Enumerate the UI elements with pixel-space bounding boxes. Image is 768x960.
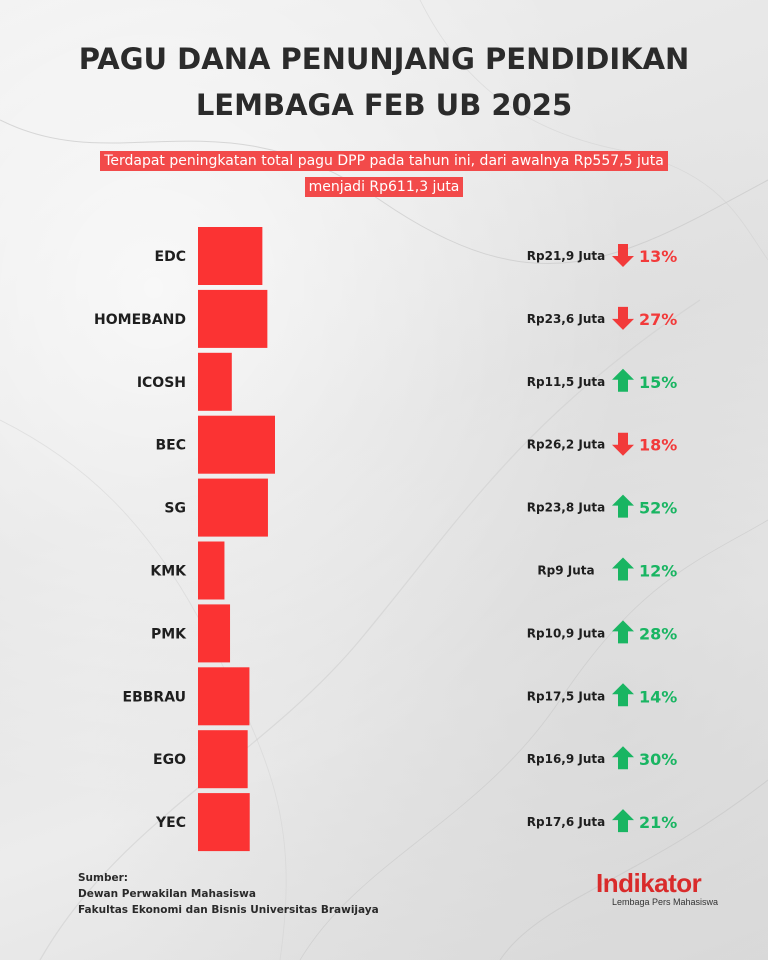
bar [198, 478, 268, 537]
value-label: Rp17,6 Juta [527, 815, 605, 829]
value-label: Rp9 Juta [537, 564, 594, 578]
category-label: KMK [150, 564, 187, 580]
arrow-up-icon [612, 494, 634, 518]
change-label: 52% [639, 499, 677, 518]
category-label: SG [164, 501, 186, 517]
change-label: 27% [639, 310, 677, 329]
change-label: 13% [639, 247, 677, 266]
bar [198, 730, 248, 789]
category-label: HOMEBAND [94, 312, 186, 328]
category-label: EDC [155, 249, 186, 265]
category-label: YEC [155, 815, 186, 831]
value-label: Rp26,2 Juta [527, 438, 605, 452]
category-label: BEC [155, 438, 186, 454]
category-label: EBBRAU [123, 689, 186, 705]
arrow-up-icon [612, 746, 634, 770]
arrow-up-icon [612, 620, 634, 644]
value-label: Rp16,9 Juta [527, 752, 605, 766]
bar [198, 604, 231, 663]
title-line-1: PAGU DANA PENUNJANG PENDIDIKAN [78, 42, 690, 76]
category-label: PMK [151, 626, 187, 642]
source-line-1: Dewan Perwakilan Mahasiswa [78, 888, 256, 900]
source-heading: Sumber: [78, 872, 128, 884]
bar [198, 352, 232, 411]
subtitle-block: Terdapat peningkatan total pagu DPP pada… [0, 148, 768, 200]
indikator-logo: Indikator Lembaga Pers Mahasiswa [596, 870, 726, 908]
arrow-up-icon [612, 683, 634, 707]
logo-tagline: Lembaga Pers Mahasiswa [612, 897, 719, 907]
value-label: Rp23,6 Juta [527, 312, 605, 326]
category-label: ICOSH [137, 375, 186, 391]
bar [198, 667, 250, 726]
bar [198, 541, 225, 600]
bar [198, 415, 275, 474]
arrow-up-icon [612, 809, 634, 833]
title-line-2: LEMBAGA FEB UB 2025 [195, 88, 573, 122]
bar [198, 289, 268, 348]
arrow-up-icon [612, 557, 634, 581]
change-label: 21% [639, 813, 677, 832]
arrow-down-icon [612, 306, 634, 330]
arrow-up-icon [612, 368, 634, 392]
bar [198, 793, 250, 852]
change-label: 18% [639, 436, 677, 455]
chart-title: PAGU DANA PENUNJANG PENDIDIKAN LEMBAGA F… [0, 36, 768, 128]
value-label: Rp21,9 Juta [527, 249, 605, 263]
arrow-down-icon [612, 432, 634, 456]
bar [198, 227, 263, 285]
change-label: 14% [639, 687, 677, 706]
arrow-down-icon [612, 244, 634, 267]
change-label: 12% [639, 562, 677, 581]
category-label: EGO [153, 752, 186, 768]
change-label: 30% [639, 750, 677, 769]
value-label: Rp11,5 Juta [527, 375, 605, 389]
change-label: 15% [639, 373, 677, 392]
value-label: Rp17,5 Juta [527, 689, 605, 703]
value-label: Rp10,9 Juta [527, 626, 605, 640]
value-label: Rp23,8 Juta [527, 501, 605, 515]
source-line-2: Fakultas Ekonomi dan Bisnis Universitas … [78, 904, 379, 916]
logo-name: Indikator [596, 868, 702, 898]
change-label: 28% [639, 624, 677, 643]
source-block: Sumber: Dewan Perwakilan Mahasiswa Fakul… [78, 870, 379, 918]
